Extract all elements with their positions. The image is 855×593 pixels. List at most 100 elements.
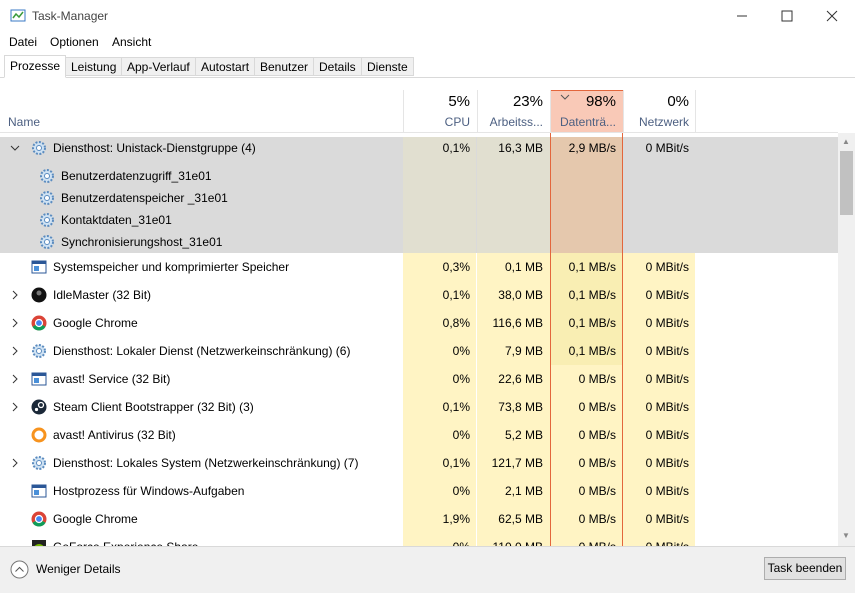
value-cell (403, 281, 476, 309)
process-network: 0 MBit/s (645, 316, 689, 330)
expand-chevron[interactable] (10, 318, 20, 328)
value-cell (477, 421, 550, 449)
value-cell (403, 137, 476, 253)
value-cell (477, 365, 550, 393)
process-memory: 116,6 MB (492, 316, 543, 330)
expand-chevron[interactable] (10, 402, 20, 412)
process-name: Hostprozess für Windows-Aufgaben (53, 484, 245, 498)
value-cell (550, 337, 623, 365)
value-cell (403, 309, 476, 337)
process-memory: 22,6 MB (498, 372, 543, 386)
expand-chevron[interactable] (10, 458, 20, 468)
value-cell (623, 337, 695, 365)
process-name: Google Chrome (53, 316, 138, 330)
process-memory: 0,1 MB (504, 260, 543, 274)
process-disk: 0,1 MB/s (568, 260, 616, 274)
tab[interactable]: App-Verlauf (121, 57, 196, 76)
value-cell (477, 281, 550, 309)
process-cpu: 0% (452, 372, 470, 386)
process-cpu: 0% (452, 428, 470, 442)
column-label[interactable]: Netzwerk (638, 115, 689, 129)
value-cell (403, 449, 476, 477)
process-disk: 0 MB/s (578, 428, 616, 442)
column-separator (550, 90, 551, 132)
process-disk: 0,1 MB/s (568, 316, 616, 330)
column-percent[interactable]: 23% (512, 93, 543, 110)
menu-item[interactable]: Datei (9, 35, 38, 49)
process-network: 0 MBit/s (645, 428, 689, 442)
details-toggle-icon[interactable] (10, 560, 29, 579)
child-process-name: Benutzerdatenspeicher _31e01 (61, 191, 228, 205)
menu-item[interactable]: Ansicht (112, 35, 152, 49)
value-cell (550, 421, 623, 449)
value-cell (477, 253, 550, 281)
child-process-name: Benutzerdatenzugriff_31e01 (61, 169, 212, 183)
process-icon (32, 456, 46, 470)
disk-column-border (550, 133, 623, 546)
process-icon (31, 372, 47, 386)
end-task-button[interactable]: Task beenden (764, 557, 846, 580)
process-icon (32, 540, 46, 546)
value-cell (550, 449, 623, 477)
value-cell (623, 533, 695, 546)
process-memory: 38,0 MB (498, 288, 543, 302)
expand-chevron[interactable] (10, 290, 20, 300)
column-label[interactable]: Arbeitss... (489, 115, 543, 129)
tab[interactable]: Leistung (65, 57, 123, 76)
scroll-thumb[interactable] (840, 151, 853, 215)
column-percent[interactable]: 0% (667, 93, 689, 110)
tab[interactable]: Dienste (361, 57, 414, 76)
expand-chevron[interactable] (10, 346, 20, 356)
tab[interactable]: Benutzer (254, 57, 315, 76)
value-cell (623, 365, 695, 393)
fewer-details[interactable]: Weniger Details (36, 562, 121, 576)
process-icon (40, 191, 54, 205)
window-title: Task-Manager (32, 9, 109, 23)
process-name: Google Chrome (53, 512, 138, 526)
process-disk: 0,1 MB/s (568, 344, 616, 358)
column-separator (477, 90, 478, 132)
value-cell (477, 393, 550, 421)
value-cell (623, 393, 695, 421)
expand-chevron[interactable] (10, 143, 20, 153)
value-cell (403, 337, 476, 365)
value-cell (623, 421, 695, 449)
value-cell (403, 365, 476, 393)
process-icon (32, 344, 46, 358)
process-disk: 0 MB/s (578, 512, 616, 526)
scroll-down[interactable]: ▼ (842, 531, 850, 540)
window-controls[interactable] (730, 0, 855, 32)
column-header-name[interactable]: Name (8, 115, 41, 129)
process-icon (40, 235, 54, 249)
process-icon (31, 427, 47, 443)
value-cell (550, 281, 623, 309)
process-cpu: 0% (403, 540, 470, 546)
process-list: 0,1% 16,3 MB 2,9 MB/s 0 MBit/s Diensthost: U… (0, 133, 838, 546)
menu-item[interactable]: Optionen (50, 35, 99, 49)
value-cell (550, 533, 623, 546)
value-cell (477, 309, 550, 337)
process-name: Diensthost: Unistack-Dienstgruppe (4) (53, 141, 256, 155)
value-cell (550, 477, 623, 505)
process-memory: 7,9 MB (504, 344, 543, 358)
process-name: Steam Client Bootstrapper (32 Bit) (3) (53, 400, 254, 414)
process-name: Diensthost: Lokales System (Netzwerkeins… (53, 456, 359, 470)
tab[interactable]: Autostart (195, 57, 256, 76)
tab[interactable]: Details (313, 57, 362, 76)
scrollbar[interactable]: ▲ ▼ (838, 133, 855, 546)
value-cell (477, 137, 550, 253)
scroll-up[interactable]: ▲ (842, 137, 850, 146)
process-cpu: 1,9% (442, 512, 470, 526)
process-disk: 0 MB/s (578, 372, 616, 386)
column-label[interactable]: CPU (444, 115, 470, 129)
tab[interactable]: Prozesse (4, 55, 67, 78)
tab-border (0, 77, 855, 78)
column-separator (695, 90, 696, 132)
expand-chevron[interactable] (10, 374, 20, 384)
column-percent[interactable]: 98% (585, 93, 616, 110)
process-network: 0 MBit/s (645, 456, 689, 470)
process-name: IdleMaster (32 Bit) (53, 288, 152, 302)
column-percent[interactable]: 5% (448, 93, 470, 110)
column-label[interactable]: Datenträ... (559, 115, 616, 129)
process-cpu: 0% (452, 484, 470, 498)
